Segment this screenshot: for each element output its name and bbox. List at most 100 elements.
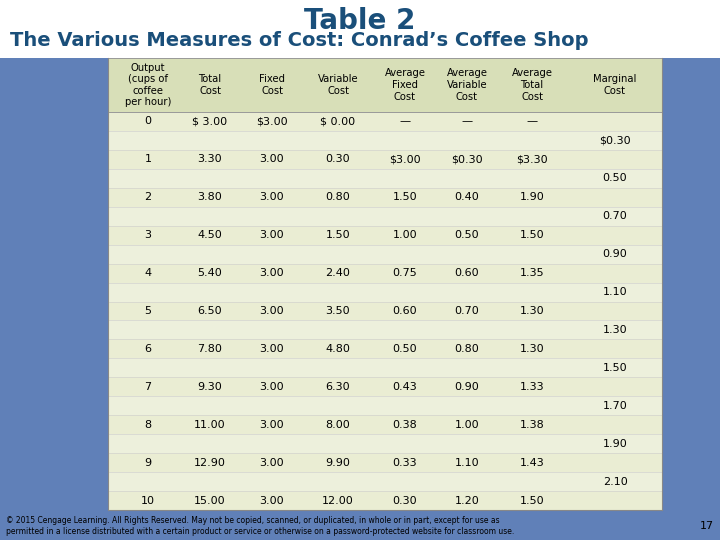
Text: —: — <box>526 117 538 126</box>
Text: 1: 1 <box>145 154 151 164</box>
Text: 1.30: 1.30 <box>520 306 544 316</box>
Text: 17: 17 <box>700 521 714 531</box>
Text: 3.00: 3.00 <box>260 496 284 505</box>
Text: 7: 7 <box>145 382 152 392</box>
Text: 1.10: 1.10 <box>603 287 627 297</box>
Text: 1.50: 1.50 <box>325 230 351 240</box>
Text: 0.70: 0.70 <box>454 306 480 316</box>
Text: 9.90: 9.90 <box>325 457 351 468</box>
Text: Marginal
Cost: Marginal Cost <box>593 74 636 96</box>
Text: Fixed
Cost: Fixed Cost <box>259 74 285 96</box>
Text: 4.50: 4.50 <box>197 230 222 240</box>
Text: 3.00: 3.00 <box>260 268 284 278</box>
Text: Table 2: Table 2 <box>305 7 415 35</box>
Text: 3.00: 3.00 <box>260 420 284 430</box>
Text: 12.00: 12.00 <box>322 496 354 505</box>
Text: 2: 2 <box>145 192 152 202</box>
Text: 1.35: 1.35 <box>520 268 544 278</box>
Text: 2.40: 2.40 <box>325 268 351 278</box>
Text: 0.60: 0.60 <box>455 268 480 278</box>
Bar <box>108 301 662 320</box>
Bar <box>108 188 662 207</box>
Text: $ 0.00: $ 0.00 <box>320 117 356 126</box>
Text: 0.80: 0.80 <box>325 192 351 202</box>
Text: 4: 4 <box>145 268 152 278</box>
Text: Average
Fixed
Cost: Average Fixed Cost <box>384 69 426 102</box>
Text: 3.00: 3.00 <box>260 382 284 392</box>
Text: 0.60: 0.60 <box>392 306 418 316</box>
Text: 1.30: 1.30 <box>603 325 627 335</box>
Text: 1.50: 1.50 <box>520 230 544 240</box>
Bar <box>108 226 662 245</box>
Text: Variable
Cost: Variable Cost <box>318 74 359 96</box>
Bar <box>108 491 662 510</box>
Text: 0.50: 0.50 <box>603 173 627 184</box>
Bar <box>108 58 662 510</box>
Bar <box>108 264 662 282</box>
Text: 3.00: 3.00 <box>260 457 284 468</box>
Text: $0.30: $0.30 <box>599 136 631 145</box>
Text: 1.70: 1.70 <box>603 401 627 411</box>
Text: 6: 6 <box>145 344 151 354</box>
Text: 10: 10 <box>141 496 155 505</box>
Text: © 2015 Cengage Learning. All Rights Reserved. May not be copied, scanned, or dup: © 2015 Cengage Learning. All Rights Rese… <box>6 516 514 536</box>
Text: $ 3.00: $ 3.00 <box>192 117 228 126</box>
Text: 8: 8 <box>145 420 152 430</box>
Text: 6.30: 6.30 <box>325 382 351 392</box>
Text: 3.00: 3.00 <box>260 344 284 354</box>
Text: 5.40: 5.40 <box>197 268 222 278</box>
Text: 0.38: 0.38 <box>392 420 418 430</box>
Text: 3.00: 3.00 <box>260 154 284 164</box>
Text: 1.50: 1.50 <box>392 192 418 202</box>
Text: 0.30: 0.30 <box>325 154 351 164</box>
Text: 1.90: 1.90 <box>520 192 544 202</box>
Text: 3.50: 3.50 <box>325 306 351 316</box>
Text: 0.75: 0.75 <box>392 268 418 278</box>
Text: Average
Variable
Cost: Average Variable Cost <box>446 69 487 102</box>
Text: 3: 3 <box>145 230 151 240</box>
Text: 9.30: 9.30 <box>197 382 222 392</box>
Text: 3.80: 3.80 <box>197 192 222 202</box>
Text: 3.00: 3.00 <box>260 306 284 316</box>
Bar <box>0 0 720 58</box>
Bar <box>108 415 662 434</box>
Text: 1.43: 1.43 <box>520 457 544 468</box>
Text: 5: 5 <box>145 306 151 316</box>
Text: Average
Total
Cost: Average Total Cost <box>511 69 552 102</box>
Text: 0.43: 0.43 <box>392 382 418 392</box>
Text: 1.33: 1.33 <box>520 382 544 392</box>
Text: 1.10: 1.10 <box>455 457 480 468</box>
Text: 4.80: 4.80 <box>325 344 351 354</box>
Text: 2.10: 2.10 <box>603 477 627 487</box>
Text: 11.00: 11.00 <box>194 420 226 430</box>
Text: 0.33: 0.33 <box>392 457 418 468</box>
Text: 0.50: 0.50 <box>455 230 480 240</box>
Text: 8.00: 8.00 <box>325 420 351 430</box>
Text: 0.50: 0.50 <box>392 344 418 354</box>
Text: 6.50: 6.50 <box>198 306 222 316</box>
Text: Output
(cups of
coffee
per hour): Output (cups of coffee per hour) <box>125 63 171 107</box>
Bar <box>108 58 662 112</box>
Text: 0.70: 0.70 <box>603 211 627 221</box>
Bar <box>108 453 662 472</box>
Text: 1.00: 1.00 <box>455 420 480 430</box>
Text: 3.00: 3.00 <box>260 192 284 202</box>
Bar <box>108 340 662 359</box>
Text: 0.90: 0.90 <box>454 382 480 392</box>
Text: 9: 9 <box>145 457 152 468</box>
Text: 0.30: 0.30 <box>392 496 418 505</box>
Text: 1.50: 1.50 <box>603 363 627 373</box>
Text: 0.40: 0.40 <box>454 192 480 202</box>
Text: 0.90: 0.90 <box>603 249 627 259</box>
Text: —: — <box>400 117 410 126</box>
Text: 1.20: 1.20 <box>454 496 480 505</box>
Text: The Various Measures of Cost: Conrad’s Coffee Shop: The Various Measures of Cost: Conrad’s C… <box>10 31 588 50</box>
Text: $3.00: $3.00 <box>390 154 420 164</box>
Text: 15.00: 15.00 <box>194 496 226 505</box>
Text: $3.00: $3.00 <box>256 117 288 126</box>
Bar <box>108 377 662 396</box>
Text: 1.38: 1.38 <box>520 420 544 430</box>
Text: 1.30: 1.30 <box>520 344 544 354</box>
Text: 3.30: 3.30 <box>198 154 222 164</box>
Text: 1.00: 1.00 <box>392 230 418 240</box>
